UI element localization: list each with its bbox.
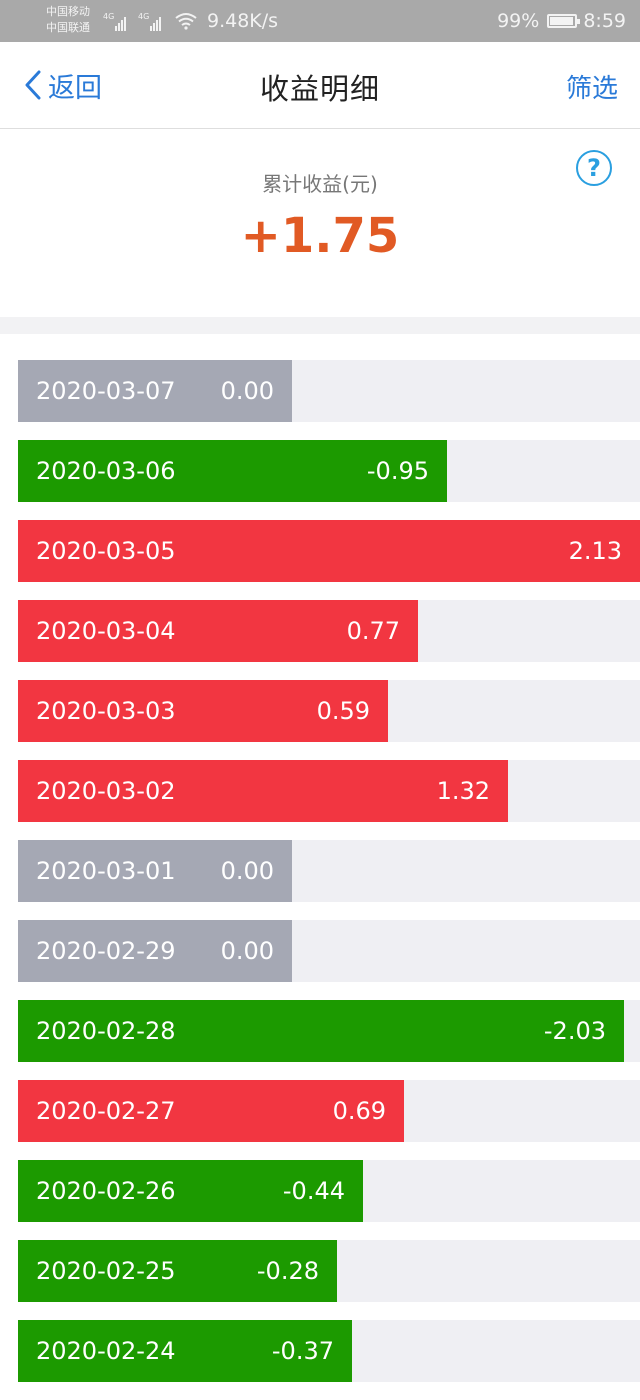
earnings-row[interactable]: 2020-03-01 0.00 <box>18 840 640 902</box>
row-date: 2020-02-28 <box>36 1017 176 1045</box>
earnings-row[interactable]: 2020-03-06 -0.95 <box>18 440 640 502</box>
earnings-bar-neg <box>18 1160 363 1222</box>
battery-icon <box>547 14 581 28</box>
wifi-icon <box>174 12 198 34</box>
earnings-row[interactable]: 2020-03-03 0.59 <box>18 680 640 742</box>
signal-1-icon: 4G <box>103 11 127 31</box>
row-date: 2020-03-06 <box>36 457 176 485</box>
row-value: 1.32 <box>436 777 490 805</box>
earnings-row[interactable]: 2020-02-29 0.00 <box>18 920 640 982</box>
carrier-info: 中国移动 中国联通 <box>46 4 90 36</box>
row-value: 0.00 <box>220 857 274 885</box>
earnings-row[interactable]: 2020-02-27 0.69 <box>18 1080 640 1142</box>
earnings-bar-neg <box>18 1320 352 1382</box>
row-date: 2020-02-24 <box>36 1337 176 1365</box>
network-speed: 9.48K/s <box>207 10 279 32</box>
row-value: 0.77 <box>346 617 400 645</box>
page-title: 收益明细 <box>259 72 380 106</box>
earnings-bar-pos <box>18 520 640 582</box>
help-icon[interactable]: ? <box>576 150 612 186</box>
row-date: 2020-02-29 <box>36 937 176 965</box>
row-date: 2020-03-02 <box>36 777 176 805</box>
chevron-left-icon <box>25 70 41 100</box>
earnings-list: 2020-03-07 0.00 2020-03-06 -0.95 2020-03-05 2… <box>18 360 640 1400</box>
row-date: 2020-03-07 <box>36 377 176 405</box>
earnings-bar-neg <box>18 440 447 502</box>
earnings-bar-pos <box>18 1080 404 1142</box>
carrier-2: 中国联通 <box>46 21 90 34</box>
earnings-bar-zero <box>18 360 292 422</box>
total-earnings-label: 累计收益(元) <box>262 172 378 196</box>
row-value: -0.44 <box>282 1177 345 1205</box>
row-value: -2.03 <box>543 1017 606 1045</box>
row-value: -0.28 <box>256 1257 319 1285</box>
row-date: 2020-02-27 <box>36 1097 176 1125</box>
earnings-row[interactable]: 2020-03-04 0.77 <box>18 600 640 662</box>
total-earnings-value: +1.75 <box>240 208 400 264</box>
row-value: -0.37 <box>271 1337 334 1365</box>
earnings-bar-zero <box>18 840 292 902</box>
status-bar: 中国移动 中国联通 4G 4G 9.48K/s 99% 8:59 <box>0 0 640 42</box>
battery-percent: 99% <box>497 10 540 32</box>
section-divider <box>0 317 640 334</box>
back-button[interactable]: 返回 <box>24 67 102 104</box>
row-value: 0.00 <box>220 377 274 405</box>
nav-bar: 返回 收益明细 筛选 <box>0 42 640 129</box>
row-value: -0.95 <box>366 457 429 485</box>
row-value: 0.69 <box>332 1097 386 1125</box>
row-date: 2020-02-26 <box>36 1177 176 1205</box>
earnings-bar-pos <box>18 600 418 662</box>
network-type-2: 4G <box>138 12 150 21</box>
status-right: 99% 8:59 <box>497 10 626 32</box>
earnings-row[interactable]: 2020-03-07 0.00 <box>18 360 640 422</box>
signal-2-icon: 4G <box>138 11 162 31</box>
earnings-row[interactable]: 2020-03-05 2.13 <box>18 520 640 582</box>
clock: 8:59 <box>583 10 626 32</box>
earnings-bar-pos <box>18 680 388 742</box>
row-date: 2020-03-01 <box>36 857 176 885</box>
row-date: 2020-02-25 <box>36 1257 176 1285</box>
earnings-row[interactable]: 2020-02-28 -2.03 <box>18 1000 640 1062</box>
filter-button[interactable]: 筛选 <box>565 74 618 104</box>
earnings-row[interactable]: 2020-02-25 -0.28 <box>18 1240 640 1302</box>
earnings-row[interactable]: 2020-02-26 -0.44 <box>18 1160 640 1222</box>
earnings-bar-neg <box>18 1000 624 1062</box>
earnings-bar-pos <box>18 760 508 822</box>
row-value: 0.59 <box>316 697 370 725</box>
row-value: 2.13 <box>568 537 622 565</box>
row-date: 2020-03-03 <box>36 697 176 725</box>
back-label: 返回 <box>48 72 102 104</box>
row-date: 2020-03-04 <box>36 617 176 645</box>
carrier-1: 中国移动 <box>46 5 90 18</box>
earnings-bar-neg <box>18 1240 337 1302</box>
earnings-bar-zero <box>18 920 292 982</box>
row-value: 0.00 <box>220 937 274 965</box>
earnings-summary: 累计收益(元) +1.75 ? <box>0 130 640 317</box>
network-type-1: 4G <box>103 12 115 21</box>
earnings-row[interactable]: 2020-03-02 1.32 <box>18 760 640 822</box>
earnings-row[interactable]: 2020-02-24 -0.37 <box>18 1320 640 1382</box>
row-date: 2020-03-05 <box>36 537 176 565</box>
